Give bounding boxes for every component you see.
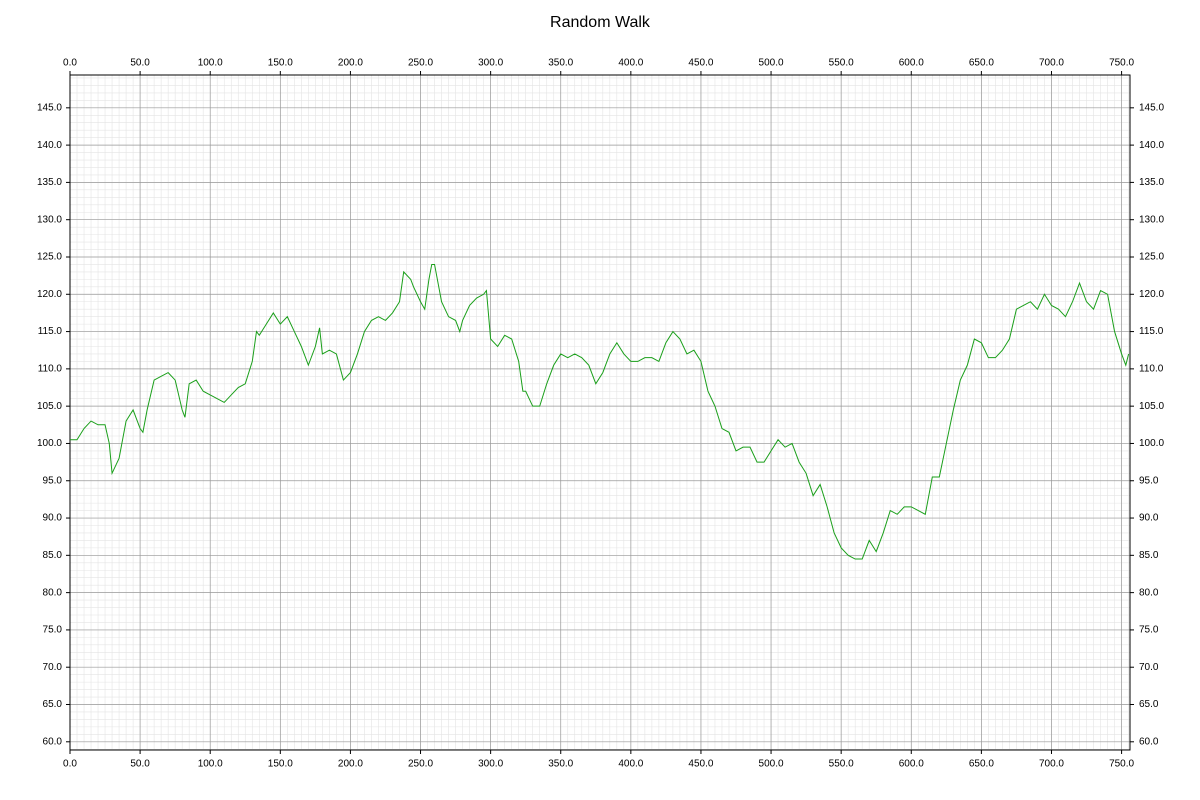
x-tick-label-top: 150.0 (268, 58, 293, 69)
x-tick-label: 750.0 (1109, 759, 1134, 770)
y-tick-label: 130.0 (37, 214, 62, 225)
y-tick-label: 75.0 (43, 625, 63, 636)
x-tick-label-top: 750.0 (1109, 58, 1134, 69)
y-tick-label: 70.0 (43, 662, 63, 673)
y-tick-label: 145.0 (37, 102, 62, 113)
y-tick-label: 85.0 (43, 550, 63, 561)
x-tick-label-top: 300.0 (478, 58, 503, 69)
x-tick-label: 650.0 (969, 759, 994, 770)
x-tick-label: 150.0 (268, 759, 293, 770)
y-tick-label-right: 90.0 (1139, 513, 1159, 524)
x-tick-label-top: 400.0 (618, 58, 643, 69)
plot-area (70, 75, 1130, 750)
y-tick-label-right: 60.0 (1139, 736, 1159, 747)
x-tick-label-top: 0.0 (63, 58, 77, 69)
y-tick-label: 135.0 (37, 177, 62, 188)
x-tick-label: 50.0 (130, 759, 150, 770)
y-tick-label-right: 75.0 (1139, 625, 1159, 636)
x-tick-label-top: 550.0 (829, 58, 854, 69)
y-tick-label-right: 65.0 (1139, 699, 1159, 710)
line-series (70, 263, 1130, 560)
y-tick-label: 125.0 (37, 252, 62, 263)
y-tick-label: 80.0 (43, 587, 63, 598)
x-tick-label: 200.0 (338, 759, 363, 770)
y-tick-label-right: 140.0 (1139, 140, 1164, 151)
y-tick-label: 115.0 (38, 326, 63, 337)
chart-title: Random Walk (550, 14, 651, 31)
x-tick-label: 700.0 (1039, 759, 1064, 770)
y-tick-label-right: 145.0 (1139, 102, 1164, 113)
y-tick-label: 90.0 (43, 513, 63, 524)
y-tick-label-right: 135.0 (1139, 177, 1164, 188)
y-tick-label-right: 110.0 (1139, 364, 1164, 375)
x-tick-label: 600.0 (899, 759, 924, 770)
y-tick-label-right: 100.0 (1139, 438, 1164, 449)
x-tick-label: 400.0 (618, 759, 643, 770)
y-tick-label: 105.0 (37, 401, 62, 412)
x-tick-label-top: 600.0 (899, 58, 924, 69)
y-tick-label: 140.0 (37, 140, 62, 151)
y-tick-label: 100.0 (37, 438, 62, 449)
y-tick-label: 65.0 (43, 699, 63, 710)
x-tick-label: 0.0 (63, 759, 77, 770)
x-tick-label: 450.0 (688, 759, 713, 770)
y-tick-label-right: 70.0 (1139, 662, 1159, 673)
plot-frame (69, 74, 1131, 751)
x-tick-label-top: 650.0 (969, 58, 994, 69)
x-tick-label-top: 700.0 (1039, 58, 1064, 69)
x-tick-label-top: 100.0 (198, 58, 223, 69)
x-tick-label: 500.0 (759, 759, 784, 770)
x-tick-label: 350.0 (548, 759, 573, 770)
y-tick-label-right: 105.0 (1139, 401, 1164, 412)
y-tick-label-right: 130.0 (1139, 214, 1164, 225)
y-tick-label-right: 125.0 (1139, 252, 1164, 263)
y-tick-label-right: 80.0 (1139, 587, 1159, 598)
x-tick-label-top: 50.0 (130, 58, 150, 69)
x-tick-label: 250.0 (408, 759, 433, 770)
x-tick-label: 100.0 (198, 759, 223, 770)
x-tick-label: 300.0 (478, 759, 503, 770)
y-tick-label-right: 115.0 (1139, 326, 1164, 337)
x-tick-label-top: 450.0 (688, 58, 713, 69)
y-tick-label: 95.0 (43, 475, 63, 486)
x-tick-label-top: 250.0 (408, 58, 433, 69)
y-tick-label: 120.0 (37, 289, 62, 300)
y-tick-label: 110.0 (38, 364, 63, 375)
y-tick-label-right: 85.0 (1139, 550, 1159, 561)
x-tick-label-top: 350.0 (548, 58, 573, 69)
x-tick-label-top: 200.0 (338, 58, 363, 69)
y-tick-label-right: 95.0 (1139, 475, 1159, 486)
x-tick-label-top: 500.0 (759, 58, 784, 69)
y-tick-label-right: 120.0 (1139, 289, 1164, 300)
y-tick-label: 60.0 (43, 736, 63, 747)
x-tick-label: 550.0 (829, 759, 854, 770)
